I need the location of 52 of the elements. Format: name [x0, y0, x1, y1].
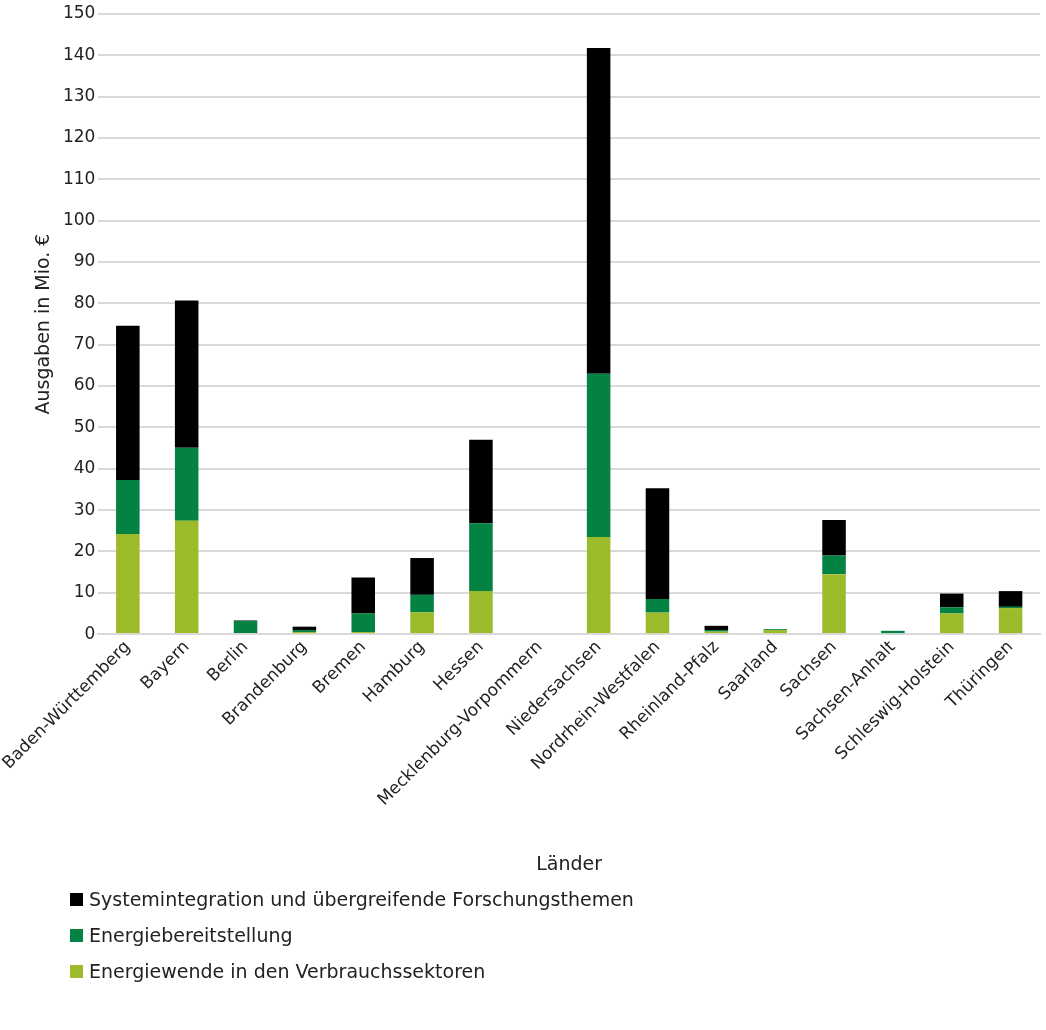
y-tick-label: 50 [73, 415, 96, 436]
bar [939, 593, 964, 608]
y-tick-label: 40 [73, 457, 96, 478]
y-tick-label: 30 [73, 498, 96, 519]
bar [410, 612, 434, 634]
bar [116, 325, 140, 480]
bar [586, 47, 611, 374]
bar [586, 536, 611, 634]
bar [822, 555, 846, 575]
y-tick-label: 20 [73, 539, 96, 560]
y-tick-label: 0 [84, 622, 96, 643]
y-tick-label: 150 [62, 2, 96, 23]
y-axis-title: Ausgaben in Mio. € [31, 233, 54, 415]
bar [116, 534, 140, 634]
y-tick-label: 70 [73, 333, 96, 354]
bar [174, 520, 199, 634]
y-tick-label: 100 [62, 209, 96, 230]
bar [763, 629, 787, 634]
bar [586, 373, 611, 537]
y-tick-label: 60 [73, 374, 96, 395]
bar [116, 479, 140, 535]
legend-label: Systemintegration und übergreifende Forschungsthemen [89, 888, 634, 910]
y-tick-label: 140 [62, 43, 96, 64]
legend-label: Energiewende in den Verbrauchssektoren [89, 960, 486, 982]
bar [174, 300, 199, 448]
bar [351, 613, 375, 633]
bar [645, 612, 670, 634]
bar [998, 591, 1023, 607]
y-tick-label: 130 [62, 85, 96, 106]
bar [174, 447, 199, 521]
bar [939, 607, 964, 614]
bar [704, 625, 729, 630]
y-tick-label: 90 [73, 250, 96, 271]
bar [822, 574, 846, 634]
legend-label: Energiebereitstellung [89, 924, 293, 946]
bar [469, 439, 493, 524]
x-axis-title: Länder [536, 851, 603, 874]
bar [233, 620, 258, 634]
bar [410, 594, 434, 613]
bar [469, 591, 493, 634]
bar [645, 488, 670, 599]
bar [469, 523, 493, 592]
y-tick-label: 10 [73, 581, 96, 602]
bar [351, 577, 375, 614]
bar [998, 608, 1023, 634]
y-tick-label: 80 [73, 291, 96, 312]
bar [822, 520, 846, 556]
y-tick-label: 110 [62, 167, 96, 188]
bar [939, 613, 964, 634]
y-tick-label: 120 [62, 126, 96, 147]
bar [645, 598, 670, 613]
bar [410, 558, 434, 595]
